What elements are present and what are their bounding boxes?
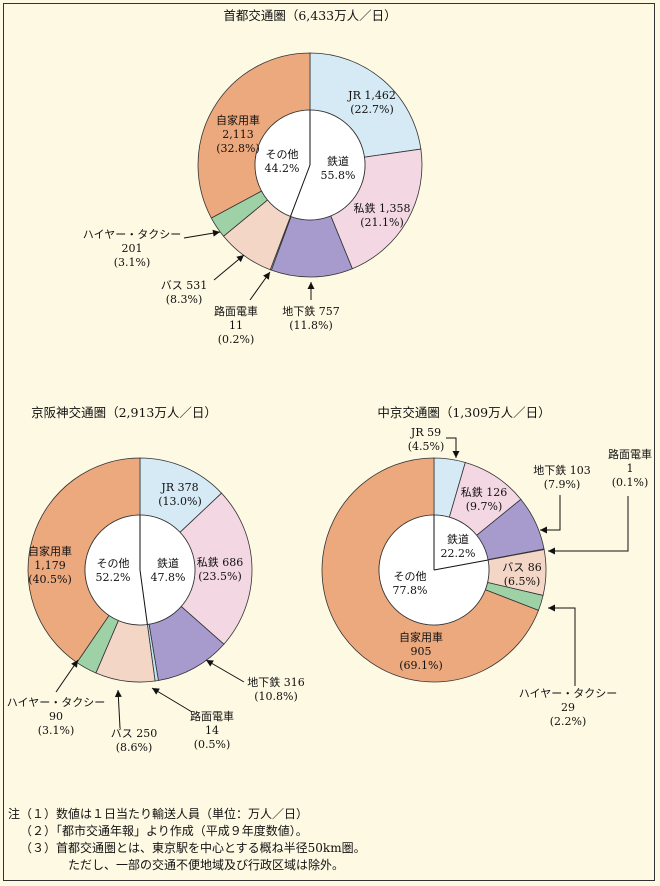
- chart1-other-label-line-0: その他: [266, 148, 299, 161]
- note-3-text: 首都交通圏とは、東京駅を中心とする概ね半径50km圏。: [56, 841, 366, 855]
- chart1-arrow-subway: [307, 282, 315, 300]
- note-1-text: 数値は１日当たり輸送人員（単位：万人／日）: [56, 807, 309, 821]
- chart3-arrow-taxi: [548, 604, 576, 686]
- note-1-label: （１）: [20, 807, 57, 821]
- chart3-label-bus-line-0: バス 86: [502, 561, 542, 574]
- chart3-label-private-line-0: 私鉄 126: [461, 485, 508, 499]
- chart3-label-bus-line-1: (6.5%): [504, 575, 541, 588]
- chart1-label-jr-line-0: JR 1,462: [347, 89, 396, 102]
- chart1-label-subway-line-1: (11.8%): [289, 319, 333, 332]
- chart3-label-tram-line-2: (0.1%): [612, 476, 649, 489]
- chart1-label-jr-line-1: (22.7%): [350, 103, 394, 116]
- chart3-title: 中京交通圏（1,309万人／日）: [377, 405, 550, 420]
- note-3b-text: ただし、一部の交通不便地域及び行政区域は除外。: [68, 858, 345, 872]
- chart3-label-subway-line-0: 地下鉄 103: [533, 463, 591, 477]
- chart3-label-car-line-0: 自家用車: [399, 630, 443, 644]
- chart1-label-tram-line-1: 11: [229, 319, 243, 332]
- chart1-label-tram-line-0: 路面電車: [214, 304, 258, 318]
- chart3-label-tram-line-1: 1: [627, 462, 634, 475]
- chart3-label-jr-line-0: JR 59: [410, 426, 441, 439]
- chart3-rail-label-line-0: 鉄道: [447, 532, 469, 546]
- chart3-label-taxi-line-0: ハイヤー・タクシー: [519, 687, 617, 700]
- chart3-arrow-jr: [446, 437, 460, 458]
- chart2-label-jr-line-1: (13.0%): [158, 495, 202, 508]
- chart1-label-taxi-line-1: 201: [122, 242, 143, 255]
- chart2-other-label-line-0: その他: [97, 557, 130, 570]
- chart2-other-label-line-1: 52.2%: [96, 571, 131, 584]
- chart2-label-taxi-line-2: (3.1%): [38, 724, 75, 737]
- chart3-arrow-subway: [540, 495, 561, 534]
- chart3-divider-rail: [433, 559, 489, 571]
- chart2-label-car-line-0: 自家用車: [28, 544, 72, 558]
- chart1-label-car-line-0: 自家用車: [216, 113, 260, 127]
- chart2-label-car-line-2: (40.5%): [28, 573, 72, 586]
- chart1-arrow-tram: [249, 271, 271, 301]
- chart3-label-jr-line-1: (4.5%): [408, 440, 445, 453]
- chart2-rail-label-line-0: 鉄道: [157, 556, 179, 570]
- chart2-label-bus-line-1: (8.6%): [116, 741, 153, 754]
- chart1-label-taxi-line-2: (3.1%): [114, 256, 151, 269]
- chart3-label-subway-line-1: (7.9%): [544, 478, 581, 491]
- figure-frame: [3, 3, 655, 881]
- chart2-label-subway-line-0: 地下鉄 316: [247, 675, 305, 689]
- note-3-label: （３）: [20, 841, 57, 855]
- chart2-label-private-line-1: (23.5%): [198, 570, 242, 583]
- chart2-label-taxi-line-0: ハイヤー・タクシー: [7, 696, 105, 709]
- chart2-label-bus-line-0: バス 250: [111, 727, 158, 740]
- chart3-other-label-line-1: 77.8%: [393, 584, 428, 597]
- chart2-label-car-line-1: 1,179: [34, 559, 66, 572]
- chart1-rail-label-line-0: 鉄道: [327, 154, 349, 168]
- chart2-label-tram-line-0: 路面電車: [190, 709, 234, 723]
- chart1-label-tram-line-2: (0.2%): [218, 333, 255, 346]
- chart3-label-car-line-2: (69.1%): [399, 659, 443, 672]
- chart1-label-bus-line-1: (8.3%): [166, 293, 203, 306]
- chart2-label-private-line-0: 私鉄 686: [197, 555, 244, 569]
- chart1-rail-label-line-1: 55.8%: [321, 169, 356, 182]
- chart1-divider-rail: [290, 164, 311, 217]
- chart1-label-car-line-2: (32.8%): [216, 142, 260, 155]
- chart2-arrow-taxi: [55, 659, 79, 693]
- chart2-label-jr-line-0: JR 378: [160, 481, 198, 494]
- chart3-rail-label-line-1: 22.2%: [441, 547, 476, 560]
- chart2-arrow-bus: [114, 689, 122, 729]
- chart2-label-subway-line-1: (10.8%): [254, 690, 298, 703]
- chart2-rail-label-line-1: 47.8%: [151, 571, 186, 584]
- chart3-arrow-tram: [548, 496, 629, 555]
- chart1-title: 首都交通圏（6,433万人／日）: [223, 8, 396, 23]
- note-3: （３）首都交通圏とは、東京駅を中心とする概ね半径50km圏。: [8, 840, 366, 857]
- chart1-label-taxi-line-0: ハイヤー・タクシー: [83, 228, 181, 241]
- chart1-arrow-bus: [213, 254, 245, 281]
- note-2-label: （２）: [20, 824, 57, 838]
- notes: 注（１）数値は１日当たり輸送人員（単位：万人／日） （２）「都市交通年報」より作…: [8, 806, 366, 874]
- chart2-label-tram-line-1: 14: [205, 724, 219, 737]
- chart3-label-car-line-1: 905: [411, 645, 432, 658]
- chart3-label-tram-line-0: 路面電車: [608, 447, 652, 461]
- note-1: 注（１）数値は１日当たり輸送人員（単位：万人／日）: [8, 806, 366, 823]
- chart1-other-label-line-1: 44.2%: [265, 162, 300, 175]
- note-2-text: 「都市交通年報」より作成（平成９年度数値）。: [56, 824, 308, 838]
- note-3-cont: ただし、一部の交通不便地域及び行政区域は除外。: [8, 857, 366, 874]
- chart3-label-taxi-line-1: 29: [561, 701, 575, 714]
- chart2-arrow-tram: [151, 687, 193, 713]
- chart1-label-private-line-1: (21.1%): [360, 216, 404, 229]
- chart1-label-subway-line-0: 地下鉄 757: [282, 304, 340, 318]
- chart3-label-taxi-line-2: (2.2%): [550, 715, 587, 728]
- chart3-other-label-line-0: その他: [394, 570, 427, 583]
- chart1-label-bus-line-0: バス 531: [161, 279, 208, 292]
- note-2: （２）「都市交通年報」より作成（平成９年度数値）。: [8, 823, 366, 840]
- chart2-arrow-subway: [205, 659, 245, 683]
- chart2-title: 京阪神交通圏（2,913万人／日）: [31, 405, 217, 420]
- chart1-arrow-taxi: [183, 229, 221, 239]
- chart1-label-car-line-1: 2,113: [222, 128, 254, 141]
- chart2-label-taxi-line-1: 90: [49, 710, 63, 723]
- note-prefix: 注: [8, 807, 21, 821]
- chart1-label-private-line-0: 私鉄 1,358: [354, 201, 411, 215]
- chart2-divider-rail: [139, 569, 148, 625]
- chart3-label-private-line-1: (9.7%): [466, 500, 503, 513]
- chart2-label-tram-line-2: (0.5%): [194, 738, 231, 751]
